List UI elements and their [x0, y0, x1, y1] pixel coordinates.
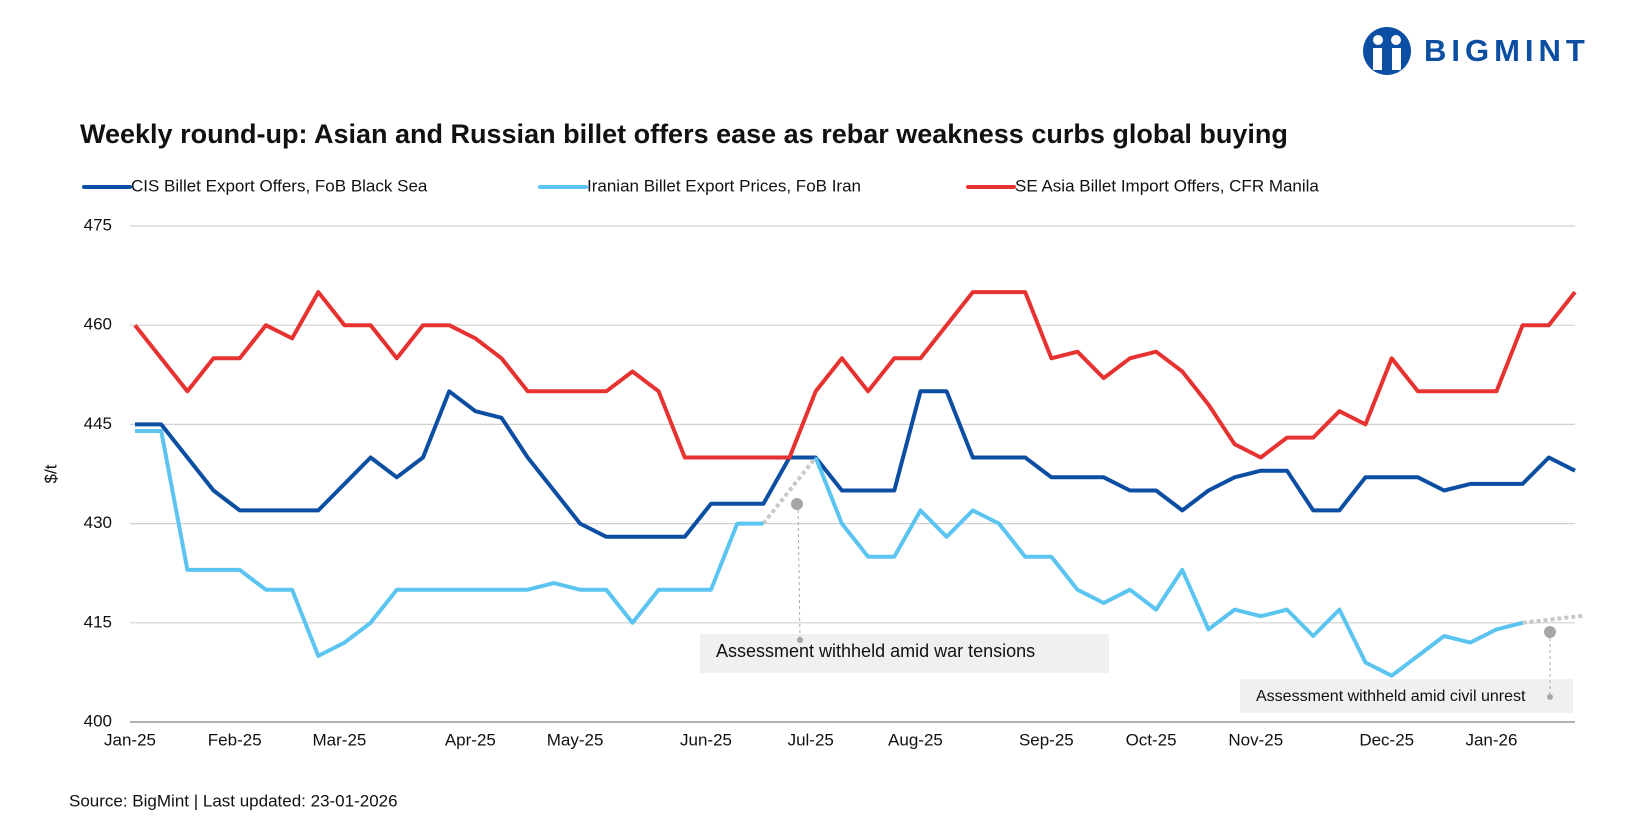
y-tick-label: 400: [84, 711, 112, 730]
series-line: [135, 389, 1576, 539]
x-tick-label: Nov-25: [1228, 730, 1283, 749]
logo-icon: [1363, 27, 1411, 75]
annotation: Assessment withheld amid war tensions As…: [700, 498, 1573, 713]
y-tick-label: 430: [84, 513, 112, 532]
x-tick-label: Jun-25: [680, 730, 732, 749]
logo-icon: [1391, 35, 1401, 45]
gap-connector: [1522, 613, 1584, 625]
series-line: [135, 429, 1524, 678]
y-tick-label: 460: [84, 315, 112, 334]
x-tick-label: Jan-26: [1465, 730, 1517, 749]
x-tick-label: Oct-25: [1126, 730, 1177, 749]
x-tick-label: Jan-25: [104, 730, 156, 749]
x-tick-label: Aug-25: [888, 730, 943, 749]
logo-icon: [1373, 35, 1383, 45]
annotation-dot: [791, 498, 803, 510]
x-tick-label: Sep-25: [1019, 730, 1074, 749]
x-tick-label: Feb-25: [208, 730, 262, 749]
x-tick-label: Dec-25: [1359, 730, 1414, 749]
chart-title: Weekly round-up: Asian and Russian bille…: [80, 119, 1288, 149]
annotation-text: Assessment withheld amid war tensions: [716, 641, 1035, 661]
y-tick-label: 445: [84, 414, 112, 433]
y-axis-label: $/t: [41, 464, 60, 483]
legend-label: Iranian Billet Export Prices, FoB Iran: [587, 176, 861, 195]
x-tick-label: Mar-25: [313, 730, 367, 749]
annotation-text: Assessment withheld amid civil unrest: [1256, 688, 1526, 705]
annotation-box: [1240, 679, 1573, 713]
annotation-dot: [797, 637, 803, 643]
annotation-box: [700, 634, 1109, 673]
x-tick-label: May-25: [547, 730, 604, 749]
logo-icon: [1373, 48, 1382, 70]
series-line: [133, 290, 1577, 460]
logo-icon: [1392, 48, 1401, 70]
source: Source: BigMint | Last updated: 23-01-20…: [69, 791, 398, 810]
annotation-dot: [1544, 626, 1556, 638]
x-tick-label: Jul-25: [788, 730, 834, 749]
legend-label: CIS Billet Export Offers, FoB Black Sea: [131, 176, 428, 195]
x-tick-label: Apr-25: [445, 730, 496, 749]
logo: BIGMINT: [1363, 27, 1590, 75]
legend-label: SE Asia Billet Import Offers, CFR Manila: [1015, 176, 1319, 195]
annotation-leader: [797, 503, 801, 641]
y-tick-label: 415: [84, 612, 112, 631]
y-tick-label: 475: [84, 215, 112, 234]
annotation-dot: [1547, 694, 1553, 700]
gap-connector: [761, 456, 818, 525]
logo-text: BIGMINT: [1424, 33, 1590, 68]
